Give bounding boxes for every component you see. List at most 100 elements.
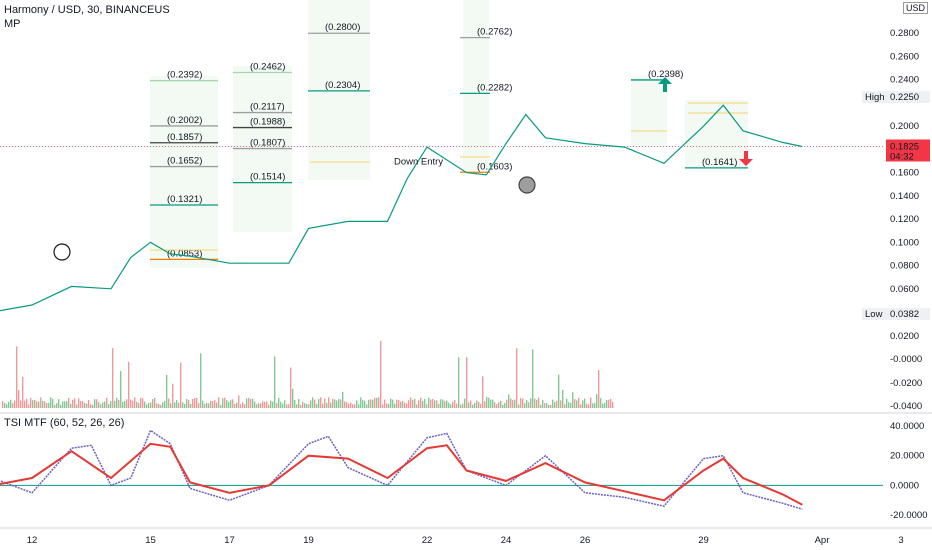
volume-bar bbox=[518, 404, 520, 408]
volume-bar bbox=[62, 401, 64, 408]
volume-bar bbox=[340, 399, 342, 408]
volume-axis-label: -0.0200 bbox=[890, 378, 922, 389]
volume-bar bbox=[562, 389, 564, 408]
volume-bar bbox=[514, 399, 516, 408]
price-marker-value: 0.2250 bbox=[890, 92, 919, 103]
volume-bar bbox=[120, 371, 122, 408]
fib-level-label: (0.0853) bbox=[167, 248, 202, 259]
volume-bar bbox=[112, 348, 114, 408]
volume-axis-label: -0.0400 bbox=[890, 401, 922, 412]
volume-bar bbox=[588, 404, 590, 408]
volume-bar bbox=[20, 400, 22, 408]
volume-bar bbox=[302, 401, 304, 408]
volume-bar bbox=[232, 399, 234, 408]
volume-bar bbox=[180, 362, 182, 408]
volume-bar bbox=[356, 400, 358, 408]
fib-level-label: (0.2398) bbox=[648, 69, 683, 80]
volume-bar bbox=[82, 401, 84, 408]
volume-bar bbox=[512, 400, 514, 408]
volume-bar bbox=[516, 348, 518, 408]
volume-bar bbox=[490, 399, 492, 408]
volume-bar bbox=[564, 404, 566, 408]
tsi-axis-label: 0.0000 bbox=[890, 480, 919, 491]
volume-bar bbox=[262, 401, 264, 408]
volume-bar bbox=[546, 403, 548, 408]
volume-bar bbox=[554, 402, 556, 408]
volume-bar bbox=[328, 397, 330, 408]
volume-bar bbox=[468, 402, 470, 408]
volume-bar bbox=[504, 403, 506, 408]
volume-bar bbox=[34, 399, 36, 408]
volume-bar bbox=[334, 399, 336, 408]
volume-bar bbox=[396, 399, 398, 408]
volume-bar bbox=[350, 402, 352, 408]
time-axis-label: 19 bbox=[303, 535, 314, 546]
volume-bar bbox=[296, 404, 298, 408]
volume-bar bbox=[526, 400, 528, 408]
volume-bar bbox=[300, 404, 302, 408]
volume-bar bbox=[170, 403, 172, 408]
volume-bar bbox=[530, 398, 532, 408]
volume-bar bbox=[186, 399, 188, 408]
volume-bar bbox=[344, 401, 346, 408]
fib-zone bbox=[308, 0, 370, 180]
tsi-label: TSI MTF (60, 52, 26, 26) bbox=[4, 417, 125, 429]
volume-bar bbox=[524, 403, 526, 408]
volume-bar bbox=[40, 397, 42, 408]
volume-bar bbox=[560, 400, 562, 408]
volume-bar bbox=[432, 398, 434, 408]
volume-bar bbox=[192, 398, 194, 408]
volume-bar bbox=[522, 398, 524, 408]
fib-level-label: (0.2002) bbox=[167, 115, 202, 126]
volume-bar bbox=[42, 401, 44, 408]
volume-bar bbox=[240, 404, 242, 408]
volume-bar bbox=[80, 401, 82, 408]
volume-bar bbox=[608, 399, 610, 408]
volume-bar bbox=[104, 401, 106, 408]
volume-bar bbox=[604, 402, 606, 408]
volume-bar bbox=[310, 400, 312, 408]
price-axis-label: 0.1000 bbox=[890, 237, 919, 248]
volume-bar bbox=[286, 404, 288, 408]
volume-bar bbox=[46, 403, 48, 408]
volume-bar bbox=[538, 397, 540, 408]
volume-bar bbox=[426, 404, 428, 408]
volume-bar bbox=[108, 404, 110, 408]
volume-bar bbox=[498, 402, 500, 408]
time-axis-label: 15 bbox=[145, 535, 156, 546]
volume-bar bbox=[204, 403, 206, 408]
volume-bar bbox=[314, 399, 316, 408]
volume-bar bbox=[502, 404, 504, 408]
volume-bar bbox=[436, 400, 438, 408]
volume-bar bbox=[16, 346, 18, 408]
volume-bar bbox=[542, 399, 544, 408]
fib-level-label: (0.2762) bbox=[477, 27, 512, 38]
volume-bar bbox=[570, 402, 572, 408]
volume-bar bbox=[106, 397, 108, 408]
volume-bar bbox=[174, 402, 176, 408]
volume-bar bbox=[446, 400, 448, 408]
volume-bar bbox=[132, 400, 134, 408]
volume-bar bbox=[388, 404, 390, 408]
volume-bar bbox=[96, 399, 98, 408]
currency-badge[interactable]: USD bbox=[902, 2, 928, 14]
price-marker-value: 0.0382 bbox=[890, 309, 919, 320]
current-price-value: 0.1825 bbox=[890, 141, 919, 152]
volume-bar bbox=[58, 399, 60, 408]
price-marker-label: Low bbox=[865, 309, 883, 320]
volume-bar bbox=[256, 404, 258, 408]
up-arrow-icon bbox=[658, 77, 672, 92]
volume-bar bbox=[592, 403, 594, 408]
volume-bar bbox=[268, 404, 270, 408]
volume-bar bbox=[308, 404, 310, 408]
volume-bar bbox=[440, 399, 442, 408]
volume-bar bbox=[552, 399, 554, 408]
volume-bar bbox=[404, 402, 406, 408]
volume-bar bbox=[130, 399, 132, 408]
volume-bar bbox=[162, 402, 164, 408]
volume-bar bbox=[134, 397, 136, 408]
volume-bar bbox=[458, 357, 460, 408]
volume-bar bbox=[56, 403, 58, 408]
volume-bar bbox=[416, 404, 418, 408]
